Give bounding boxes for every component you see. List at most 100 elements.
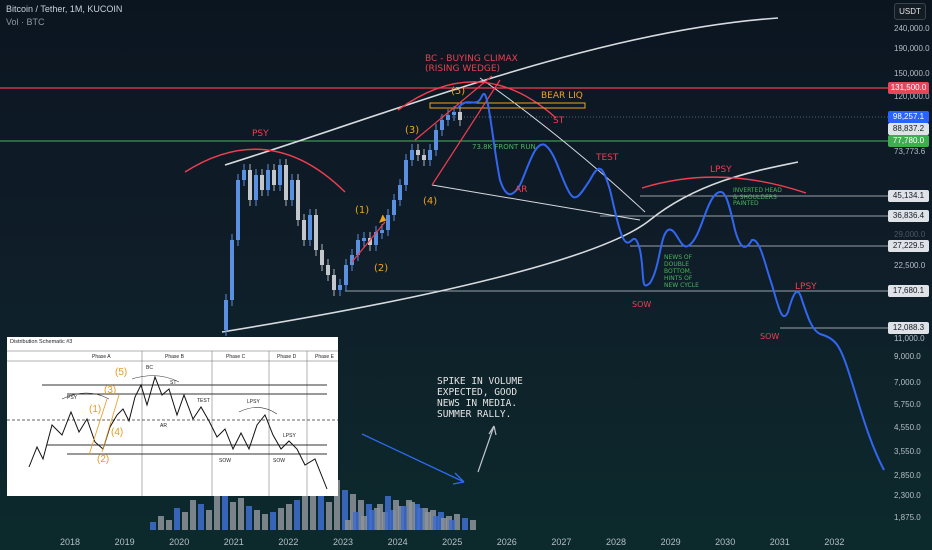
candle-body bbox=[392, 200, 396, 215]
bc-label: BC - BUYING CLIMAX bbox=[425, 54, 518, 64]
candle-body bbox=[410, 150, 414, 160]
time-tick: 2024 bbox=[387, 537, 408, 547]
price-badge: 45,134.1 bbox=[888, 190, 929, 202]
candlesticks bbox=[224, 106, 462, 336]
channel-upper-line bbox=[224, 17, 779, 166]
candle-body bbox=[404, 160, 408, 185]
candle-body bbox=[332, 275, 336, 290]
volume-bar bbox=[246, 506, 252, 530]
price-tick: 240,000.0 bbox=[894, 24, 930, 33]
price-tick: 11,000.0 bbox=[894, 334, 925, 343]
ar-label: AR bbox=[515, 185, 528, 195]
price-tick: 73,773.6 bbox=[894, 147, 926, 156]
candle-body bbox=[368, 238, 372, 245]
grey-arrow-line bbox=[477, 425, 495, 473]
rising-wedge-lower bbox=[431, 79, 501, 186]
time-tick: 2019 bbox=[114, 537, 135, 547]
candle-body bbox=[374, 232, 378, 245]
volume-bar bbox=[158, 516, 164, 530]
volume-bar bbox=[286, 504, 292, 530]
inset-wave-4: (4) bbox=[111, 427, 124, 438]
inset-ar-label: AR bbox=[160, 423, 167, 429]
psy-arc bbox=[184, 148, 346, 193]
inset-wave-1: (1) bbox=[89, 404, 102, 415]
sow-label-2: SOW bbox=[760, 332, 780, 341]
candle-body bbox=[338, 285, 342, 290]
bear-liq-label: BEAR LIQ bbox=[541, 91, 583, 101]
volume-bar bbox=[433, 516, 439, 530]
candle-body bbox=[236, 180, 240, 240]
volume-bar bbox=[206, 510, 212, 530]
volume-bar bbox=[262, 514, 268, 530]
volume-indicator-label: Vol · BTC bbox=[6, 17, 45, 27]
volume-bar bbox=[318, 496, 324, 530]
news-note: NEWS OF DOUBLE BOTTOM, HINTS OF NEW CYCLE bbox=[664, 254, 699, 289]
volume-bar bbox=[425, 512, 431, 530]
volume-bar bbox=[270, 512, 276, 530]
price-tick: 3,550.0 bbox=[894, 447, 921, 456]
candle-body bbox=[314, 215, 318, 250]
time-tick: 2032 bbox=[824, 537, 845, 547]
volume-bar bbox=[334, 480, 340, 530]
candle-body bbox=[440, 120, 444, 130]
inset-phase-b: Phase B bbox=[165, 354, 184, 360]
psy-label: PSY bbox=[252, 129, 269, 139]
candle-body bbox=[326, 265, 330, 275]
volume-bar bbox=[254, 510, 260, 530]
candle-body bbox=[452, 112, 456, 115]
price-tick: 2,300.0 bbox=[894, 491, 921, 500]
sow-label-1: SOW bbox=[632, 300, 652, 309]
inset-phase-a: Phase A bbox=[92, 354, 111, 360]
time-tick: 2028 bbox=[605, 537, 627, 547]
volume-bar bbox=[190, 500, 196, 530]
inset-lpsy-label-2: LPSY bbox=[283, 433, 296, 439]
inverted-hs-note: INVERTED HEAD & SHOULDERS PAINTED bbox=[733, 187, 782, 207]
volume-bar bbox=[345, 520, 351, 530]
candle-body bbox=[230, 240, 234, 300]
price-tick: 2,850.0 bbox=[894, 471, 921, 480]
inset-lpsy-label-1: LPSY bbox=[247, 399, 260, 405]
inset-psy-label: PSY bbox=[67, 395, 78, 401]
volume-bar bbox=[361, 516, 367, 530]
volume-bar bbox=[449, 520, 455, 530]
inset-st-label: ST bbox=[170, 380, 177, 386]
inset-bc-label: BC bbox=[146, 365, 153, 371]
candle-body bbox=[386, 215, 390, 230]
wave-2-label: (2) bbox=[374, 263, 389, 274]
candle-body bbox=[380, 230, 384, 233]
price-badge: 131,500.0 bbox=[888, 82, 929, 94]
blue-arrow-line bbox=[361, 433, 465, 483]
inset-wave-3: (3) bbox=[104, 385, 117, 396]
lpsy-label-2: LPSY bbox=[795, 282, 817, 292]
price-tick: 22,500.0 bbox=[894, 261, 926, 270]
time-tick: 2023 bbox=[332, 537, 354, 547]
candle-body bbox=[320, 250, 324, 265]
blue-arrow-head bbox=[452, 472, 465, 485]
inset-sow-label-2: SOW bbox=[273, 458, 285, 464]
volume-bar bbox=[342, 490, 348, 530]
volume-bar bbox=[150, 522, 156, 530]
candle-body bbox=[254, 175, 258, 200]
lpsy-arc bbox=[641, 176, 807, 194]
volume-bar bbox=[358, 500, 364, 530]
time-tick: 2026 bbox=[496, 537, 517, 547]
candle-body bbox=[446, 115, 450, 120]
time-tick: 2025 bbox=[442, 537, 463, 547]
candle-body bbox=[278, 165, 282, 185]
time-tick: 2029 bbox=[660, 537, 681, 547]
volume-bar bbox=[214, 494, 220, 530]
wave-arrow bbox=[379, 214, 387, 223]
currency-button[interactable]: USDT bbox=[894, 3, 926, 20]
candle-body bbox=[428, 150, 432, 160]
price-badge: 12,088.3 bbox=[888, 322, 929, 334]
price-tick-faint: 29,000.0 bbox=[894, 230, 926, 239]
candle-body bbox=[422, 155, 426, 160]
candle-body bbox=[272, 170, 276, 185]
price-badge: 98,257.1 bbox=[888, 111, 929, 123]
channel-lower-line bbox=[221, 161, 799, 333]
time-tick: 2030 bbox=[715, 537, 736, 547]
time-tick: 2020 bbox=[169, 537, 190, 547]
candle-body bbox=[242, 170, 246, 180]
inset-phase-e: Phase E bbox=[315, 354, 334, 360]
